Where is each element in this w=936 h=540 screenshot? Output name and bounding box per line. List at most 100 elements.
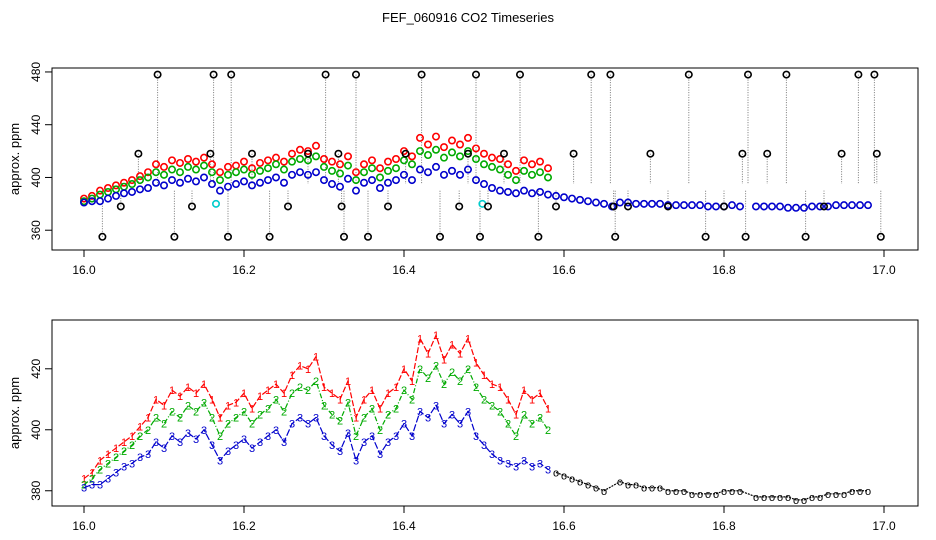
- top-point-series-outlier: [483, 202, 492, 211]
- bottom-point-label-series-3: 3: [417, 406, 423, 418]
- top-point-series-3: [224, 182, 233, 191]
- top-point-series-2: [287, 157, 296, 166]
- top-point-series-outlier: [741, 232, 750, 241]
- bottom-x-axis: 16.0 16.2 16.4 16.6 16.8 17.0: [72, 505, 896, 533]
- bottom-point-label-series-3: 3: [137, 452, 143, 464]
- bottom-point-label-series-o: o: [681, 486, 687, 498]
- bottom-point-label-series-2: 2: [297, 382, 303, 394]
- bottom-point-label-series-2: 2: [161, 419, 167, 431]
- bottom-point-label-series-2: 2: [273, 394, 279, 406]
- bottom-point-label-series-3: 3: [497, 455, 503, 467]
- top-point-series-3: [415, 165, 424, 174]
- bottom-point-label-series-1: 1: [137, 422, 143, 434]
- bottom-point-label-series-2: 2: [457, 376, 463, 388]
- top-point-series-1: [295, 145, 304, 154]
- bottom-point-label-series-1: 1: [153, 394, 159, 406]
- top-point-series-outlier: [134, 149, 143, 158]
- bottom-point-label-series-2: 2: [513, 431, 519, 443]
- top-point-series-1: [343, 152, 352, 161]
- bottom-point-label-series-1: 1: [241, 388, 247, 400]
- bottom-point-label-series-2: 2: [113, 452, 119, 464]
- top-point-series-2: [503, 170, 512, 179]
- bottom-point-label-series-2: 2: [505, 419, 511, 431]
- bottom-point-label-series-3: 3: [209, 440, 215, 452]
- top-point-series-3: [367, 176, 376, 185]
- bottom-line-series-o: [555, 471, 868, 501]
- top-point-series-2: [232, 168, 241, 177]
- top-point-series-outlier: [209, 70, 218, 79]
- top-point-series-3: [735, 202, 744, 211]
- bottom-point-label-series-3: 3: [537, 458, 543, 470]
- top-point-series-2: [431, 145, 440, 154]
- top-point-series-3: [128, 187, 137, 196]
- bottom-point-label-series-3: 3: [521, 455, 527, 467]
- top-y-tick-label: 480: [29, 62, 43, 82]
- bottom-point-label-series-3: 3: [473, 431, 479, 443]
- top-point-series-1: [248, 164, 257, 173]
- bottom-point-label-series-1: 1: [497, 382, 503, 394]
- top-point-series-1: [359, 160, 368, 169]
- bottom-point-label-series-o: o: [641, 483, 647, 495]
- bottom-point-label-series-1: 1: [505, 394, 511, 406]
- top-point-series-1: [463, 133, 472, 142]
- bottom-point-label-series-3: 3: [225, 446, 231, 458]
- top-point-series-2: [423, 151, 432, 160]
- top-point-series-1: [104, 184, 113, 193]
- bottom-point-label-series-1: 1: [273, 379, 279, 391]
- top-point-series-3: [751, 202, 760, 211]
- bottom-point-label-series-3: 3: [449, 410, 455, 422]
- bottom-point-label-series-3: 3: [489, 449, 495, 461]
- top-plot-frame: [51, 67, 919, 251]
- bottom-point-label-series-o: o: [625, 480, 631, 492]
- top-point-series-3: [791, 203, 800, 212]
- bottom-point-label-series-1: 1: [313, 352, 319, 364]
- top-point-series-3: [679, 201, 688, 210]
- bottom-point-label-series-2: 2: [225, 419, 231, 431]
- bottom-point-label-series-3: 3: [361, 437, 367, 449]
- top-point-series-3: [184, 174, 193, 183]
- bottom-point-label-series-3: 3: [249, 443, 255, 455]
- top-point-series-3: [80, 198, 89, 207]
- top-point-series-2: [295, 155, 304, 164]
- bottom-point-label-series-2: 2: [169, 406, 175, 418]
- top-point-series-2: [527, 170, 536, 179]
- bottom-point-label-series-1: 1: [129, 431, 135, 443]
- bottom-line-series-3: [83, 404, 549, 489]
- bottom-point-label-series-2: 2: [209, 413, 215, 425]
- top-point-series-outlier: [701, 232, 710, 241]
- bottom-point-label-series-1: 1: [145, 413, 151, 425]
- top-point-series-outlier: [587, 70, 596, 79]
- bottom-point-label-series-2: 2: [545, 425, 551, 437]
- bottom-point-label-series-3: 3: [161, 443, 167, 455]
- top-point-series-1: [471, 144, 480, 153]
- top-point-series-3: [615, 198, 624, 207]
- bottom-point-label-series-3: 3: [393, 431, 399, 443]
- bottom-point-label-series-o: o: [617, 477, 623, 489]
- top-point-series-1: [112, 181, 121, 190]
- bottom-point-label-series-1: 1: [521, 385, 527, 397]
- bottom-point-label-series-1: 1: [473, 358, 479, 370]
- top-point-series-outlier: [609, 202, 618, 211]
- top-point-series-3: [359, 178, 368, 187]
- bottom-point-label-series-o: o: [601, 486, 607, 498]
- top-point-series-2: [383, 166, 392, 175]
- top-point-series-outlier: [463, 149, 472, 158]
- bottom-point-label-series-2: 2: [497, 406, 503, 418]
- top-point-series-outlier: [248, 149, 257, 158]
- bottom-point-label-series-1: 1: [121, 437, 127, 449]
- bottom-point-label-series-3: 3: [201, 425, 207, 437]
- bottom-point-label-series-o: o: [721, 486, 727, 498]
- bottom-point-label-series-1: 1: [289, 370, 295, 382]
- top-point-series-3: [232, 180, 241, 189]
- bottom-point-label-series-2: 2: [281, 406, 287, 418]
- top-y-tick-label: 360: [29, 220, 43, 240]
- top-point-series-outlier: [363, 232, 372, 241]
- bottom-point-label-series-1: 1: [513, 410, 519, 422]
- top-point-series-2: [208, 168, 217, 177]
- top-point-series-2: [407, 160, 416, 169]
- top-point-series-1: [88, 191, 97, 200]
- top-point-series-1: [479, 149, 488, 158]
- top-point-series-3: [88, 197, 97, 206]
- top-point-series-2: [200, 161, 209, 170]
